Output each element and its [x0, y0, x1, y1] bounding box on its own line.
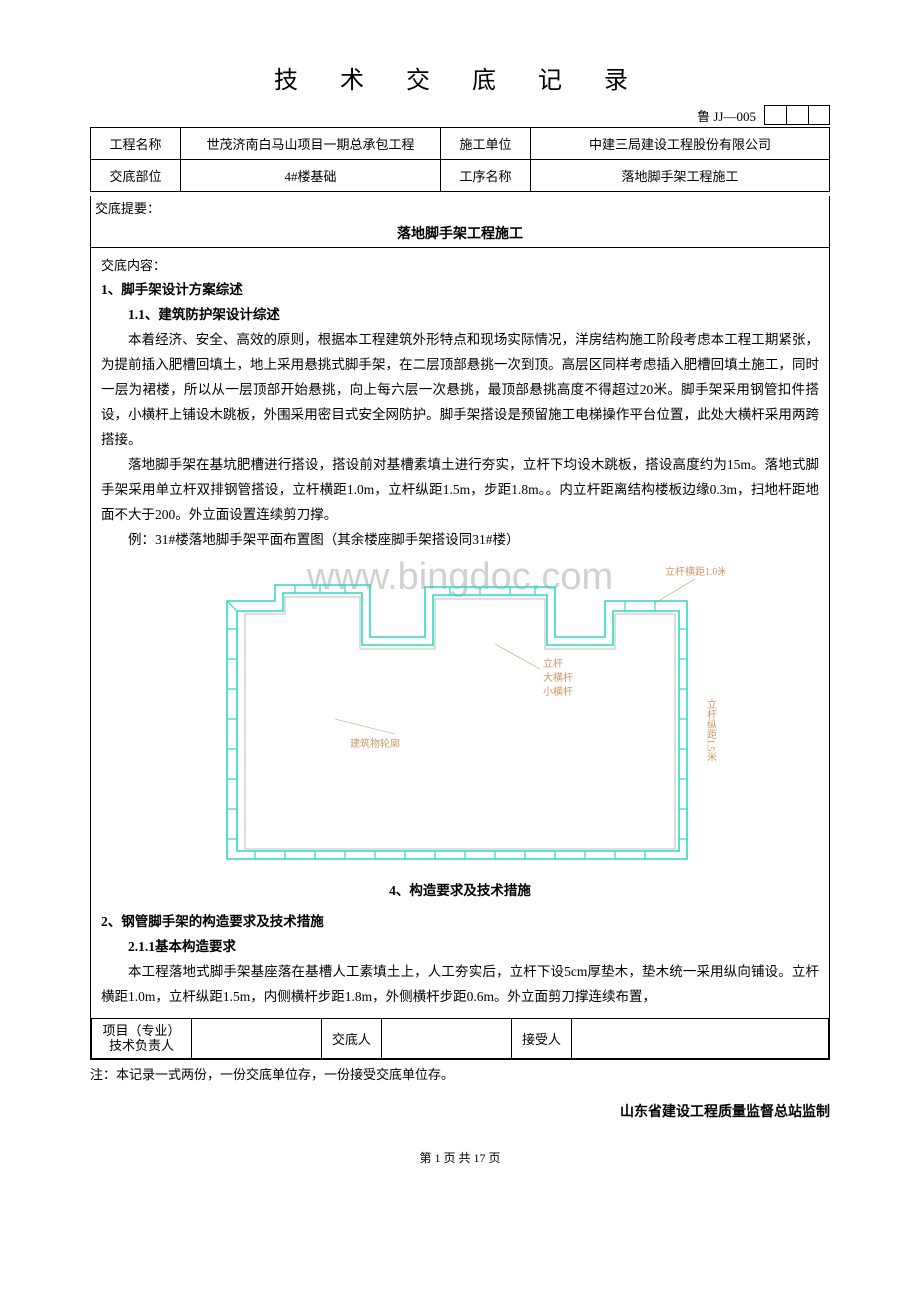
code-box — [764, 105, 786, 125]
sign-label: 项目（专业）技术负责人 — [92, 1018, 192, 1058]
label-right-side: 立杆纵距1.5米 — [705, 698, 717, 763]
header-label: 施工单位 — [441, 128, 531, 160]
sign-label: 交底人 — [322, 1018, 382, 1058]
label-ligang: 立杆 — [543, 657, 563, 670]
sign-value — [382, 1018, 512, 1058]
section-subheading: 2.1.1基本构造要求 — [101, 935, 819, 960]
section-heading: 1、脚手架设计方案综述 — [101, 278, 819, 303]
table-row: 工程名称 世茂济南白马山项目一期总承包工程 施工单位 中建三局建设工程股份有限公… — [91, 128, 830, 160]
sign-value — [572, 1018, 829, 1058]
header-value: 世茂济南白马山项目一期总承包工程 — [181, 128, 441, 160]
page-number: 第 1 页 共 17 页 — [90, 1149, 830, 1166]
content-wrapper: 交底提要： 落地脚手架工程施工 交底内容： 1、脚手架设计方案综述 1.1、建筑… — [90, 196, 830, 1060]
header-label: 交底部位 — [91, 160, 181, 192]
summary-title: 落地脚手架工程施工 — [91, 219, 829, 248]
code-boxes — [764, 105, 830, 125]
code-box — [786, 105, 808, 125]
content-label: 交底内容： — [101, 254, 819, 278]
diagram-container: www.bingdoc.com — [101, 559, 819, 869]
paragraph: 本工程落地式脚手架基座落在基槽人工素填土上，人工夯实后，立杆下设5cm厚垫木，垫… — [101, 960, 819, 1010]
doc-code: 鲁 JJ—005 — [697, 106, 756, 125]
label-top-right: 立杆横距1.0米 — [665, 565, 725, 578]
header-table: 工程名称 世茂济南白马山项目一期总承包工程 施工单位 中建三局建设工程股份有限公… — [90, 127, 830, 192]
table-row: 项目（专业）技术负责人 交底人 接受人 — [92, 1018, 829, 1058]
label-dahenggan: 大横杆 — [543, 671, 573, 684]
sign-value — [192, 1018, 322, 1058]
section-center-heading: 4、构造要求及技术措施 — [101, 879, 819, 904]
sign-table: 项目（专业）技术负责人 交底人 接受人 — [91, 1018, 829, 1059]
scaffold-plan-diagram: www.bingdoc.com — [195, 559, 725, 869]
footer-org: 山东省建设工程质量监督总站监制 — [90, 1101, 830, 1121]
header-value: 落地脚手架工程施工 — [531, 160, 830, 192]
watermark-text: www.bingdoc.com — [306, 559, 613, 598]
content-body: 交底内容： 1、脚手架设计方案综述 1.1、建筑防护架设计综述 本着经济、安全、… — [91, 248, 829, 1018]
header-label: 工程名称 — [91, 128, 181, 160]
example-line: 例：31#楼落地脚手架平面布置图（其余楼座脚手架搭设同31#楼） — [101, 528, 819, 553]
summary-label: 交底提要： — [91, 196, 829, 219]
label-building-line: 建筑物轮廓 — [350, 737, 400, 750]
section-subheading: 1.1、建筑防护架设计综述 — [101, 303, 819, 328]
table-row: 交底部位 4#楼基础 工序名称 落地脚手架工程施工 — [91, 160, 830, 192]
code-box — [808, 105, 830, 125]
scaffold-lines — [227, 585, 687, 859]
page-title: 技 术 交 底 记 录 — [90, 60, 830, 95]
sign-label: 接受人 — [512, 1018, 572, 1058]
header-value: 4#楼基础 — [181, 160, 441, 192]
header-label: 工序名称 — [441, 160, 531, 192]
paragraph: 本着经济、安全、高效的原则，根据本工程建筑外形特点和现场实际情况，洋房结构施工阶… — [101, 328, 819, 453]
header-value: 中建三局建设工程股份有限公司 — [531, 128, 830, 160]
paragraph: 落地脚手架在基坑肥槽进行搭设，搭设前对基槽素填土进行夯实，立杆下均设木跳板，搭设… — [101, 453, 819, 528]
label-xiaohenggan: 小横杆 — [543, 685, 573, 698]
section-heading: 2、钢管脚手架的构造要求及技术措施 — [101, 910, 819, 935]
doc-code-row: 鲁 JJ—005 — [90, 105, 830, 125]
note-text: 注：本记录一式两份，一份交底单位存，一份接受交底单位存。 — [90, 1064, 830, 1083]
building-outline — [245, 597, 675, 849]
